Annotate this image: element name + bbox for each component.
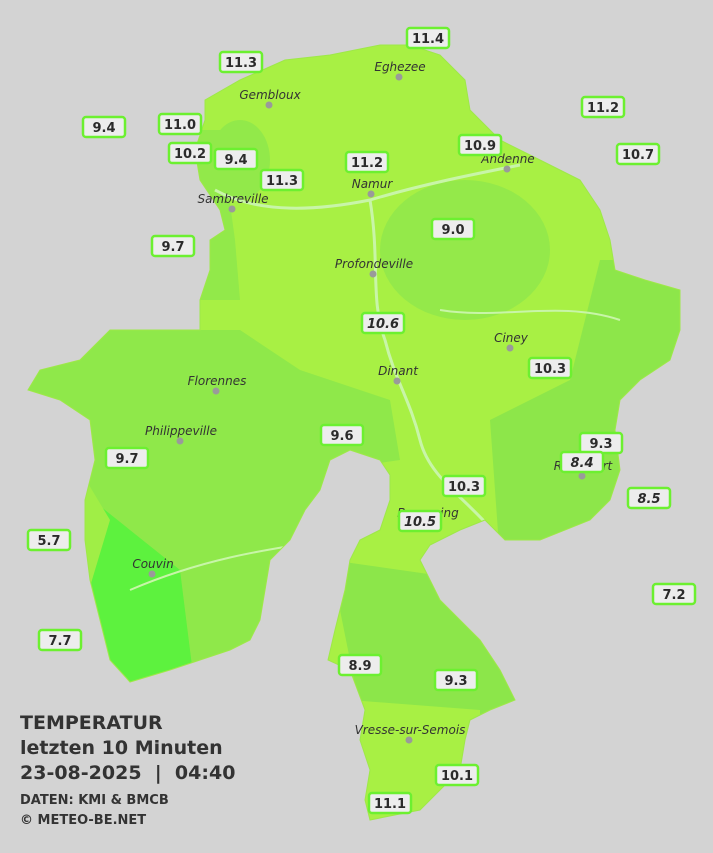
title-line: TEMPERATUR [20, 712, 163, 734]
station-value: 8.9 [348, 659, 371, 674]
station-box [367, 791, 413, 815]
station-value: 11.0 [164, 118, 196, 133]
station-box [559, 450, 605, 474]
city-dot [405, 736, 413, 744]
city-label: Vresse-sur-Semois [355, 723, 466, 737]
station-box [430, 217, 476, 241]
station-value: 10.6 [367, 317, 399, 332]
city-dot [228, 205, 236, 213]
zone [380, 180, 550, 320]
station-value: 11.3 [266, 174, 298, 189]
station-value: 9.3 [589, 437, 612, 452]
zone [80, 490, 195, 690]
station-value: 8.4 [570, 456, 593, 471]
station-box [150, 234, 196, 258]
station-box [259, 168, 305, 192]
city-label: Sambreville [197, 192, 268, 206]
station-box [433, 668, 479, 692]
station-value: 5.7 [37, 534, 60, 549]
station-box [626, 486, 672, 510]
city-dot [265, 101, 273, 109]
station-value: 7.2 [662, 588, 685, 603]
river [439, 309, 621, 321]
city-label: Eghezee [374, 60, 425, 74]
city-label: Profondeville [335, 257, 413, 271]
station-box [104, 446, 150, 470]
title-line: letzten 10 Minuten [20, 737, 223, 759]
city-label: Philippeville [145, 424, 217, 438]
station-box [527, 356, 573, 380]
city-label: Namur [352, 177, 394, 191]
station-value: 7.7 [48, 634, 71, 649]
city-dot [212, 387, 220, 395]
station-box [337, 653, 383, 677]
station-box [218, 50, 264, 74]
station-box [157, 112, 203, 136]
city-label: Dinant [378, 364, 419, 378]
station-value: 8.5 [637, 492, 660, 507]
station-value: 9.7 [161, 240, 184, 255]
city-label: Couvin [132, 557, 173, 571]
city-dot [393, 377, 401, 385]
station-box [213, 147, 259, 171]
station-box [26, 528, 72, 552]
city-dot [367, 190, 375, 198]
station-box [441, 474, 487, 498]
station-box [344, 150, 390, 174]
station-value: 10.5 [404, 515, 436, 530]
station-box [319, 423, 365, 447]
station-value: 10.3 [534, 362, 566, 377]
city-dot [503, 165, 511, 173]
city-label: Florennes [188, 374, 247, 388]
station-box [405, 26, 451, 50]
station-value: 9.4 [224, 153, 247, 168]
station-value: 10.7 [622, 148, 654, 163]
legend: TEMPERATUR letzten 10 Minuten 23-08-2025 |… [20, 712, 235, 828]
station-value: 10.3 [448, 480, 480, 495]
station-box [457, 133, 503, 157]
source-line: © METEO-BE.NET [20, 813, 146, 828]
city-label: Gembloux [239, 88, 301, 102]
station-value: 9.7 [115, 452, 138, 467]
station-box [360, 311, 406, 335]
station-box [651, 582, 697, 606]
station-value: 9.6 [330, 429, 353, 444]
station-value: 10.9 [464, 139, 496, 154]
city-dot [176, 437, 184, 445]
title-line: 23-08-2025 | 04:40 [20, 762, 235, 784]
station-value: 10.2 [174, 147, 206, 162]
source-line: DATEN: KMI & BMCB [20, 793, 169, 808]
city-dot [148, 570, 156, 578]
station-value: 9.3 [444, 674, 467, 689]
station-box [434, 763, 480, 787]
city-label: Ciney [494, 331, 529, 345]
city-dot [369, 270, 377, 278]
station-value: 9.4 [92, 121, 115, 136]
stations: 11.4 11.3 11.2 9.4 11.0 10.9 10.7 10.2 9.4 11.2 11… [26, 26, 697, 815]
station-value: 11.2 [587, 101, 619, 116]
station-value: 11.4 [412, 32, 444, 47]
city-dot [395, 73, 403, 81]
station-box [37, 628, 83, 652]
zone [330, 560, 540, 720]
station-box [580, 95, 626, 119]
station-value: 11.3 [225, 56, 257, 71]
station-value: 10.1 [441, 769, 473, 784]
station-box [167, 141, 213, 165]
station-value: 9.0 [441, 223, 464, 238]
station-value: 11.1 [374, 797, 406, 812]
city-dot [506, 344, 514, 352]
station-box [397, 509, 443, 533]
station-box [81, 115, 127, 139]
station-box [615, 142, 661, 166]
city-dot [578, 472, 586, 480]
station-value: 11.2 [351, 156, 383, 171]
